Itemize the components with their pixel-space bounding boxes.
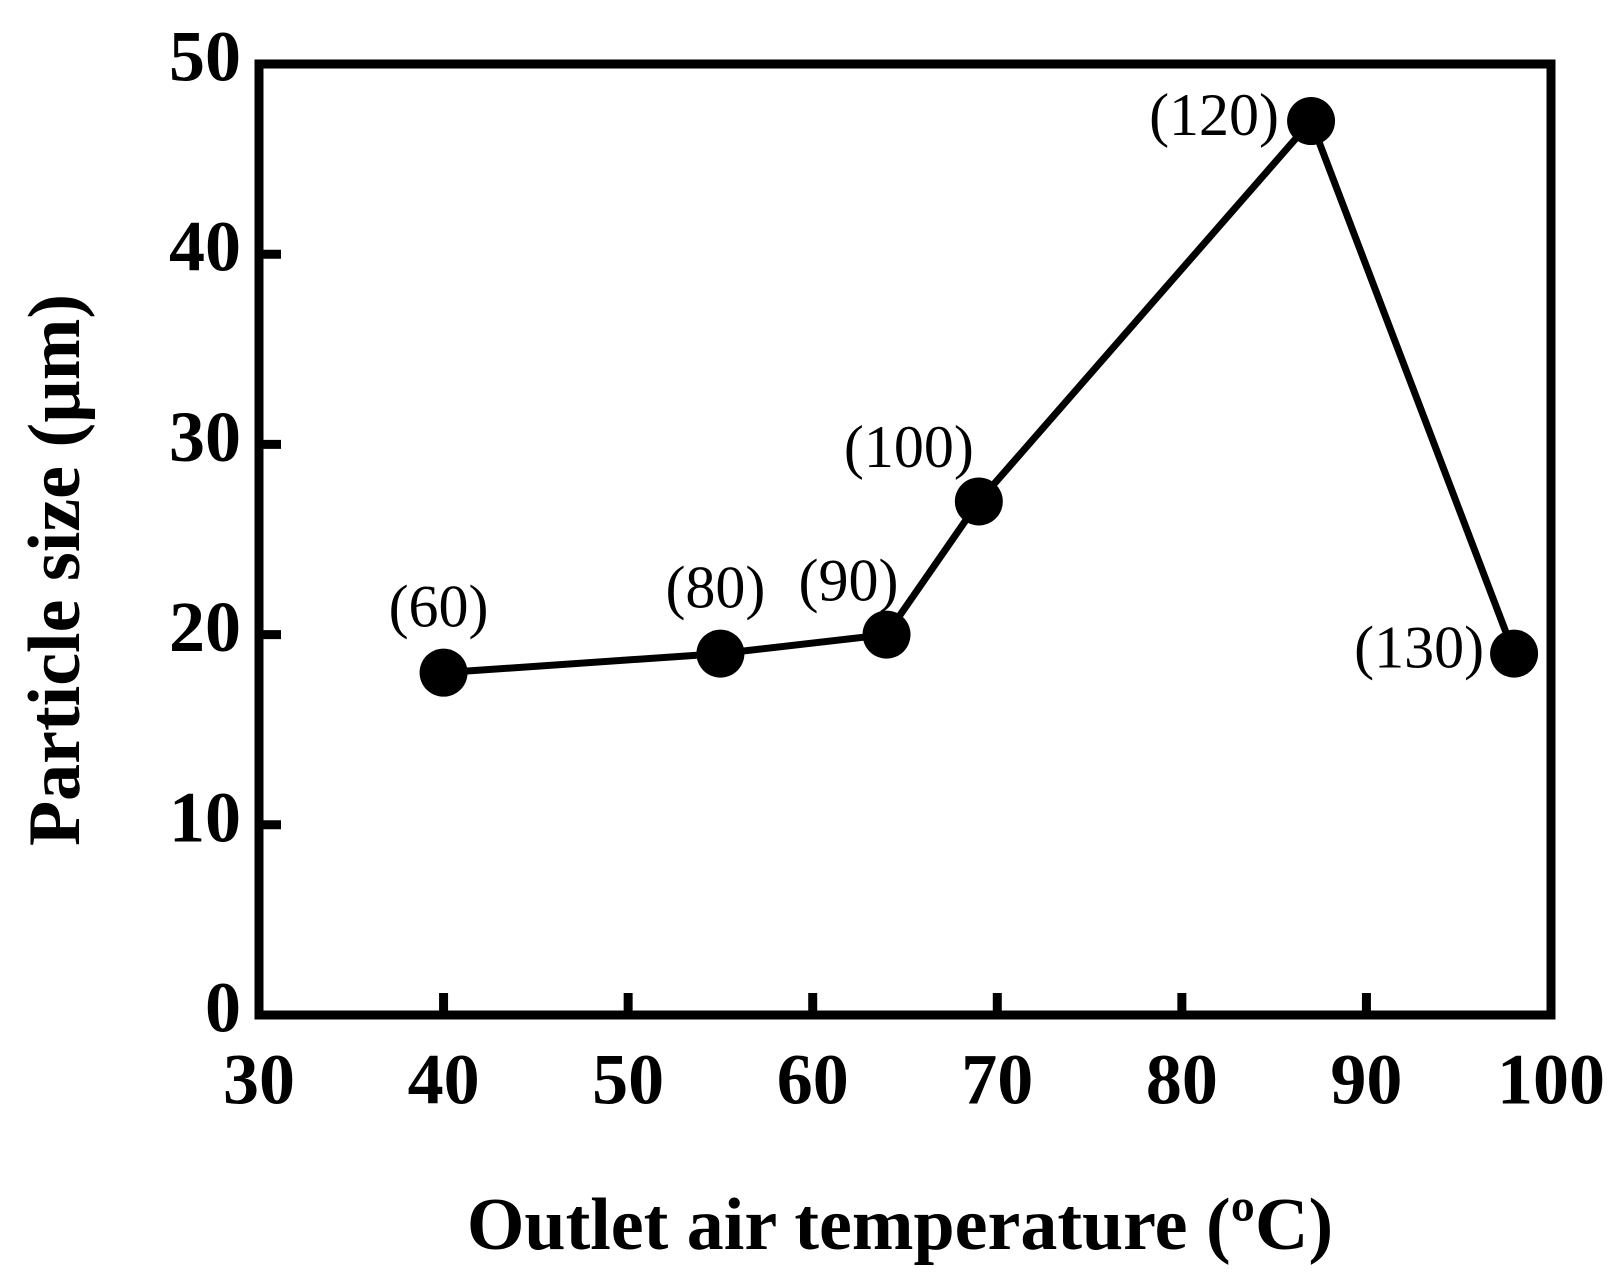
x-tick-label: 70 bbox=[961, 1040, 1033, 1120]
data-point bbox=[696, 629, 745, 678]
x-tick-label: 50 bbox=[592, 1040, 664, 1120]
data-line bbox=[443, 114, 1518, 677]
y-tick-label: 20 bbox=[169, 587, 241, 667]
data-point bbox=[1287, 97, 1336, 146]
plot-frame bbox=[254, 59, 1556, 1020]
x-tick-label: 30 bbox=[223, 1040, 295, 1120]
y-tick-label: 10 bbox=[169, 777, 241, 857]
point-label: (60) bbox=[389, 573, 489, 639]
point-label: (90) bbox=[799, 547, 899, 613]
y-tick-label: 50 bbox=[169, 17, 241, 97]
x-tick-label: 60 bbox=[777, 1040, 849, 1120]
y-axis-label: Particle size (µm) bbox=[14, 294, 96, 846]
x-axis-label: Outlet air temperature (ºC) bbox=[467, 1184, 1333, 1266]
y-tick-label: 40 bbox=[169, 207, 241, 287]
x-tick-label: 90 bbox=[1330, 1040, 1402, 1120]
y-tick-label: 0 bbox=[205, 968, 241, 1048]
x-tick-label: 80 bbox=[1146, 1040, 1218, 1120]
data-point bbox=[1490, 629, 1539, 678]
point-label: (100) bbox=[844, 414, 974, 480]
point-label: (80) bbox=[665, 554, 765, 620]
x-tick-label: 100 bbox=[1497, 1040, 1605, 1120]
data-point bbox=[862, 610, 911, 659]
x-tick-label: 40 bbox=[408, 1040, 480, 1120]
point-label: (120) bbox=[1149, 82, 1279, 148]
y-tick-label: 30 bbox=[169, 397, 241, 477]
point-label: (130) bbox=[1354, 614, 1484, 680]
data-point bbox=[419, 648, 468, 697]
data-point bbox=[954, 477, 1003, 526]
